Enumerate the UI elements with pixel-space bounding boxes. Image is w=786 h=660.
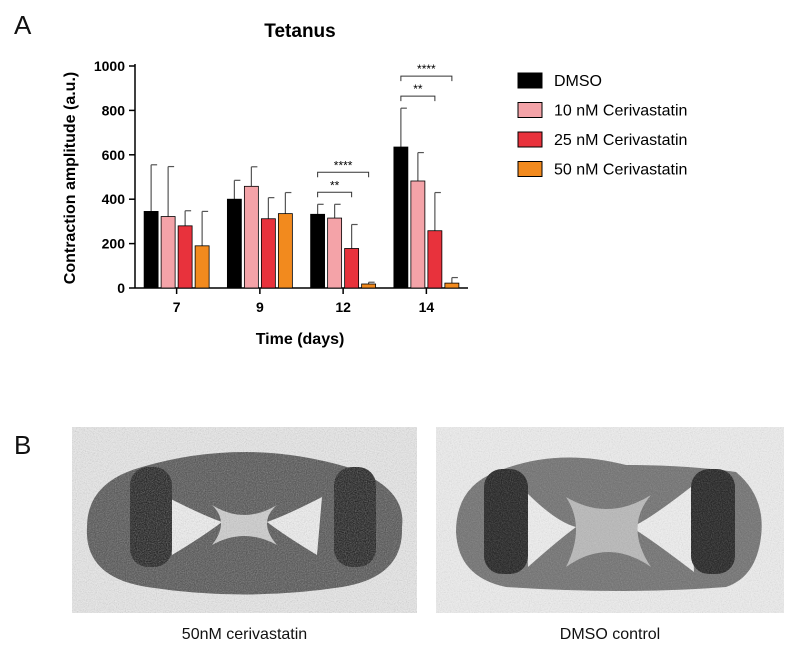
y-tick-label: 200 xyxy=(102,236,126,252)
microscopy-image-dmso xyxy=(436,427,784,613)
y-axis-label: Contraction amplitude (a.u.) xyxy=(62,72,79,284)
bar xyxy=(160,216,176,289)
legend-swatch xyxy=(517,102,543,118)
bar xyxy=(427,230,443,289)
significance-bracket xyxy=(317,171,370,178)
image-caption-dmso: DMSO control xyxy=(559,626,661,643)
y-tick-label: 400 xyxy=(102,191,126,207)
chart-title: Tetanus xyxy=(264,21,335,42)
x-tick-label: 7 xyxy=(173,299,181,315)
bar xyxy=(226,198,242,289)
bar-chart: Tetanus Contraction amplitude (a.u.) Tim… xyxy=(62,21,687,348)
x-tick-label: 9 xyxy=(256,299,264,315)
legend-label: 50 nM Cerivastatin xyxy=(554,162,687,179)
bar xyxy=(310,213,326,289)
significance-label: **** xyxy=(417,62,436,76)
y-tick-label: 0 xyxy=(117,280,125,296)
significance-label: ** xyxy=(413,82,423,96)
x-axis-label: Time (days) xyxy=(256,331,345,348)
bar xyxy=(194,245,210,289)
x-tick-label: 12 xyxy=(335,299,351,315)
legend-swatch xyxy=(517,161,543,177)
panel-b-label: B xyxy=(14,430,32,460)
bar xyxy=(444,282,460,289)
x-tick-label: 14 xyxy=(419,299,435,315)
y-tick-label: 1000 xyxy=(94,58,125,74)
bar xyxy=(260,218,276,289)
bar xyxy=(393,146,409,289)
significance-label: **** xyxy=(334,158,353,172)
y-tick-label: 800 xyxy=(102,102,126,118)
legend-label: DMSO xyxy=(554,73,602,90)
significance-label: ** xyxy=(330,178,340,192)
significance-bracket xyxy=(400,95,436,102)
tissue-image xyxy=(436,427,784,613)
panel-a-label: A xyxy=(14,10,32,40)
legend-label: 25 nM Cerivastatin xyxy=(554,132,687,149)
bar xyxy=(177,225,193,289)
significance-bracket xyxy=(317,191,353,198)
y-tick-label: 600 xyxy=(102,147,126,163)
image-caption-cerivastatin: 50nM cerivastatin xyxy=(181,626,308,643)
bar xyxy=(143,211,159,289)
legend-swatch xyxy=(517,72,543,89)
bar xyxy=(344,248,360,289)
bar xyxy=(361,283,377,289)
microscopy-image-cerivastatin xyxy=(72,427,417,613)
legend-label: 10 nM Cerivastatin xyxy=(554,103,687,120)
significance-bracket xyxy=(400,75,453,82)
legend-swatch xyxy=(517,131,543,148)
bar xyxy=(327,217,343,289)
bar xyxy=(410,180,426,289)
bar xyxy=(277,213,293,289)
tissue-image xyxy=(72,427,417,613)
bar xyxy=(243,185,259,289)
